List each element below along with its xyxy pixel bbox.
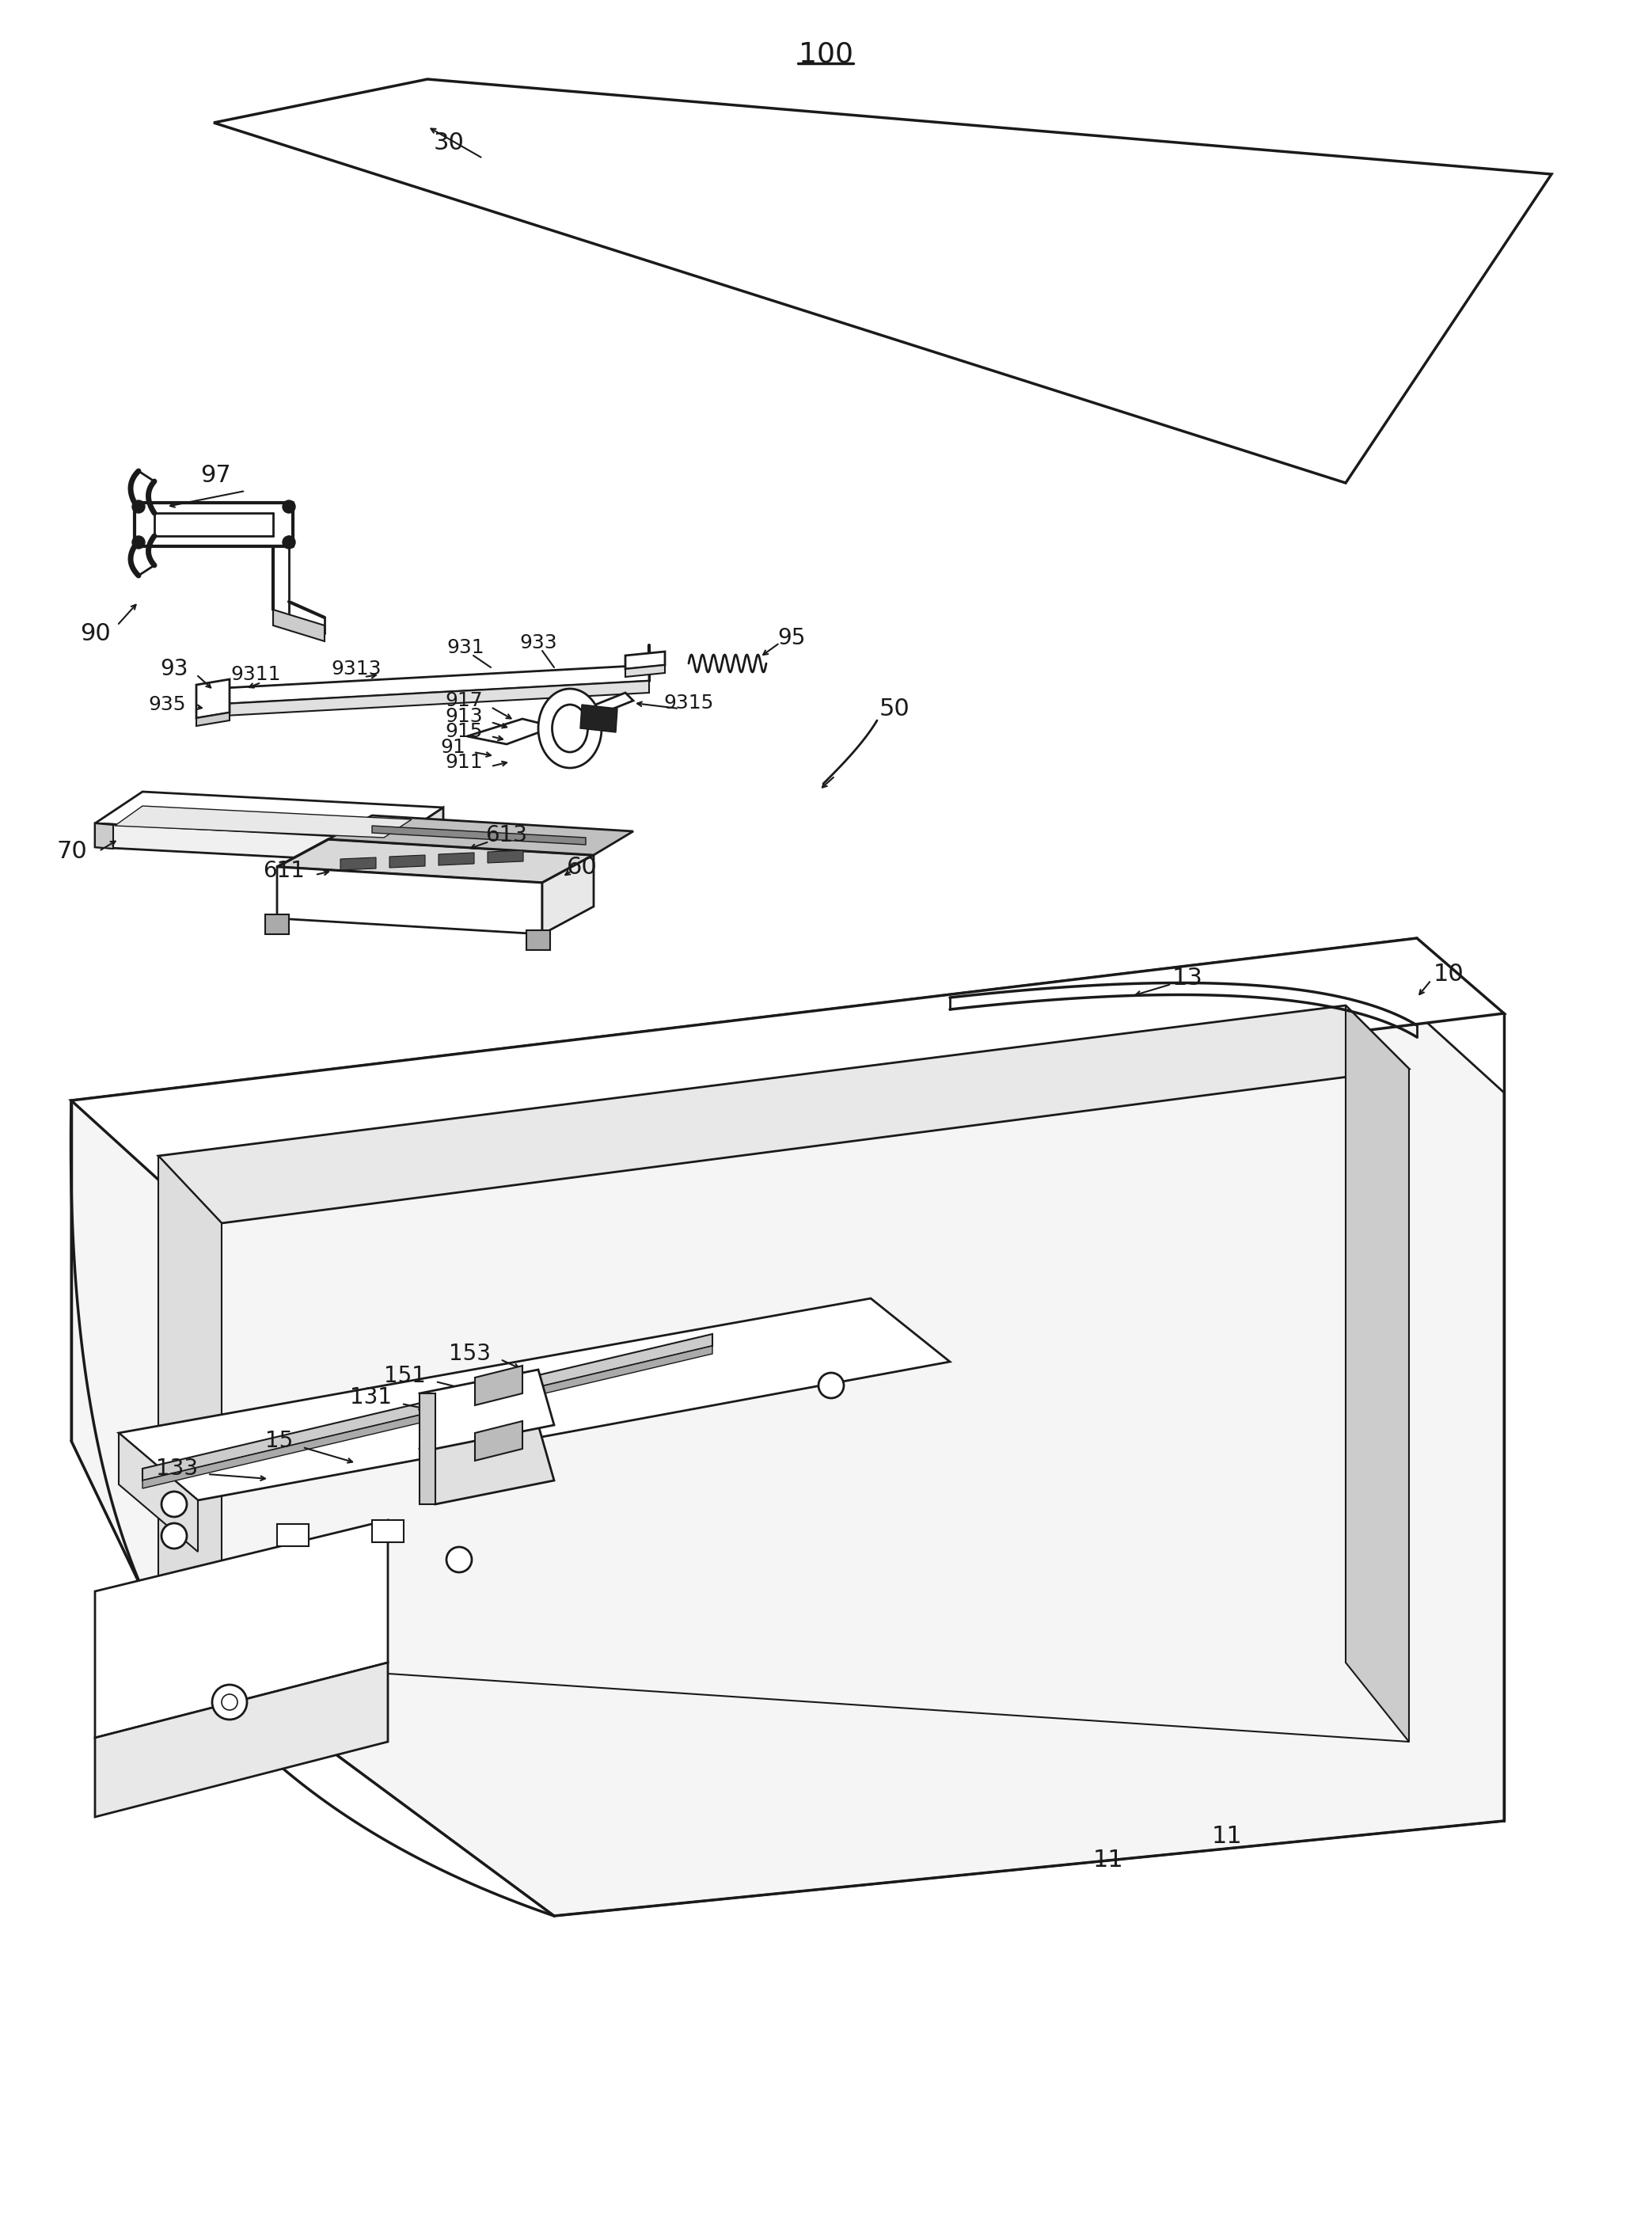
Text: 911: 911 (444, 752, 482, 772)
Polygon shape (390, 854, 425, 868)
Polygon shape (626, 665, 664, 676)
Text: 11: 11 (1211, 1825, 1242, 1847)
Polygon shape (210, 665, 649, 705)
Polygon shape (213, 78, 1551, 482)
Polygon shape (197, 712, 230, 725)
Polygon shape (210, 680, 649, 716)
Text: 915: 915 (446, 723, 482, 741)
Circle shape (282, 500, 296, 513)
Text: 613: 613 (486, 823, 527, 846)
Circle shape (162, 1524, 187, 1548)
Polygon shape (420, 1370, 553, 1448)
Text: 90: 90 (79, 622, 111, 645)
Polygon shape (119, 1298, 950, 1499)
Text: 611: 611 (263, 859, 304, 881)
Polygon shape (626, 651, 664, 669)
Polygon shape (273, 609, 324, 640)
Polygon shape (340, 857, 377, 870)
Ellipse shape (552, 705, 588, 752)
Circle shape (162, 1493, 187, 1517)
Text: 10: 10 (1434, 962, 1464, 986)
Text: 933: 933 (519, 634, 557, 651)
Polygon shape (278, 839, 593, 883)
Text: 93: 93 (160, 658, 188, 680)
Text: 9313: 9313 (330, 660, 382, 678)
Text: 931: 931 (446, 638, 484, 658)
Text: 60: 60 (567, 854, 596, 879)
Polygon shape (372, 825, 586, 846)
Polygon shape (266, 915, 289, 935)
Text: 15: 15 (264, 1430, 292, 1452)
Text: 151: 151 (383, 1365, 426, 1388)
Polygon shape (468, 718, 553, 745)
Circle shape (282, 535, 296, 549)
Polygon shape (474, 1421, 522, 1461)
Text: 50: 50 (879, 696, 910, 721)
Polygon shape (159, 1156, 221, 1662)
Polygon shape (474, 1365, 522, 1406)
Text: 133: 133 (155, 1457, 198, 1479)
Polygon shape (94, 792, 443, 839)
Circle shape (221, 1693, 238, 1711)
Polygon shape (71, 939, 1503, 1180)
Polygon shape (94, 1519, 388, 1738)
Ellipse shape (539, 689, 601, 767)
Text: 30: 30 (433, 132, 464, 154)
Polygon shape (1346, 1006, 1409, 1742)
Text: 9311: 9311 (231, 665, 281, 685)
Polygon shape (580, 705, 618, 732)
Text: 153: 153 (449, 1343, 491, 1365)
Text: 70: 70 (56, 839, 88, 863)
Polygon shape (542, 854, 593, 935)
Polygon shape (396, 808, 443, 863)
Polygon shape (119, 1432, 198, 1553)
Circle shape (446, 1546, 472, 1573)
Polygon shape (94, 823, 396, 863)
Polygon shape (94, 823, 114, 848)
Bar (372, 1519, 403, 1542)
Text: 100: 100 (798, 40, 852, 67)
Polygon shape (94, 1662, 388, 1816)
Text: 9315: 9315 (664, 694, 714, 712)
Polygon shape (278, 868, 542, 935)
Polygon shape (329, 817, 633, 854)
Polygon shape (142, 1334, 712, 1481)
Circle shape (211, 1684, 246, 1720)
Text: 11: 11 (1094, 1849, 1123, 1872)
Polygon shape (420, 1394, 436, 1504)
Text: 913: 913 (444, 707, 482, 725)
Polygon shape (586, 694, 633, 716)
Polygon shape (159, 1006, 1409, 1223)
Circle shape (818, 1372, 844, 1399)
Text: 97: 97 (200, 464, 231, 486)
Polygon shape (487, 850, 524, 863)
Text: 131: 131 (350, 1385, 392, 1408)
Text: 935: 935 (149, 696, 187, 714)
Text: 13: 13 (1171, 966, 1203, 988)
Circle shape (132, 500, 145, 513)
Bar (278, 1524, 309, 1546)
Polygon shape (142, 1345, 712, 1488)
Text: 95: 95 (778, 627, 806, 649)
Text: 91: 91 (441, 738, 466, 756)
Circle shape (132, 535, 145, 549)
Polygon shape (527, 930, 550, 950)
Polygon shape (114, 805, 411, 837)
Polygon shape (197, 678, 230, 718)
Polygon shape (71, 939, 1503, 1916)
Text: 917: 917 (444, 692, 482, 709)
Polygon shape (438, 852, 474, 866)
Polygon shape (420, 1426, 553, 1504)
